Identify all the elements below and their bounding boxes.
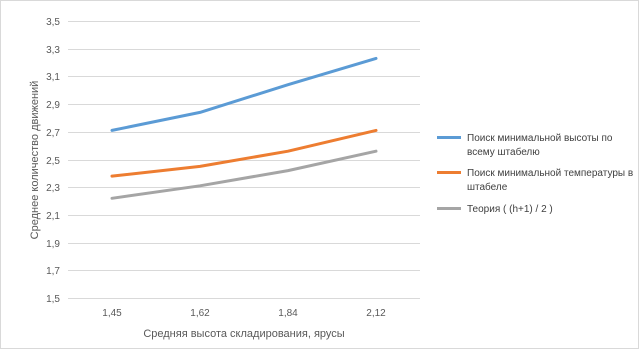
legend-label-3: Теория ( (h+1) / 2 ): [467, 204, 553, 215]
y-tick-label: 3,1: [46, 72, 60, 83]
y-tick-labels: 1,5 1,7 1,9 2,1 2,3 2,5 2,7 2,9 3,1 3,3 3,5: [46, 17, 60, 305]
y-tick-label: 2,1: [46, 211, 60, 222]
x-tick-labels: 1,45 1,62 1,84 2,12: [102, 308, 386, 319]
x-tick-label: 1,45: [102, 308, 122, 319]
legend: Поиск минимальной высоты по всему штабелю…: [437, 133, 633, 215]
y-axis-title: Среднее количество движений: [29, 81, 41, 240]
series-line-1: [110, 56, 378, 132]
legend-label-1: Поиск минимальной высоты по: [467, 133, 613, 144]
legend-label-2: штабеле: [467, 181, 508, 193]
y-tick-label: 2,5: [46, 156, 60, 167]
y-tick-label: 1,9: [46, 239, 60, 250]
legend-label-1: всему штабелю: [467, 146, 540, 158]
y-tick-label: 2,9: [46, 100, 60, 111]
x-tick-label: 2,12: [366, 308, 386, 319]
x-tick-label: 1,84: [278, 308, 298, 319]
y-tick-label: 3,3: [46, 45, 60, 56]
series-line-2: [110, 128, 378, 178]
series-line-3: [110, 149, 378, 200]
legend-label-2: Поиск минимальной температуры в: [467, 168, 633, 179]
y-tick-label: 2,3: [46, 183, 60, 194]
y-tick-label: 1,7: [46, 266, 60, 277]
x-tick-label: 1,62: [190, 308, 210, 319]
x-axis-title: Средняя высота складирования, ярусы: [143, 328, 344, 340]
series-lines: [110, 56, 378, 200]
y-tick-label: 3,5: [46, 17, 60, 28]
y-tick-label: 1,5: [46, 294, 60, 305]
y-tick-label: 2,7: [46, 128, 60, 139]
